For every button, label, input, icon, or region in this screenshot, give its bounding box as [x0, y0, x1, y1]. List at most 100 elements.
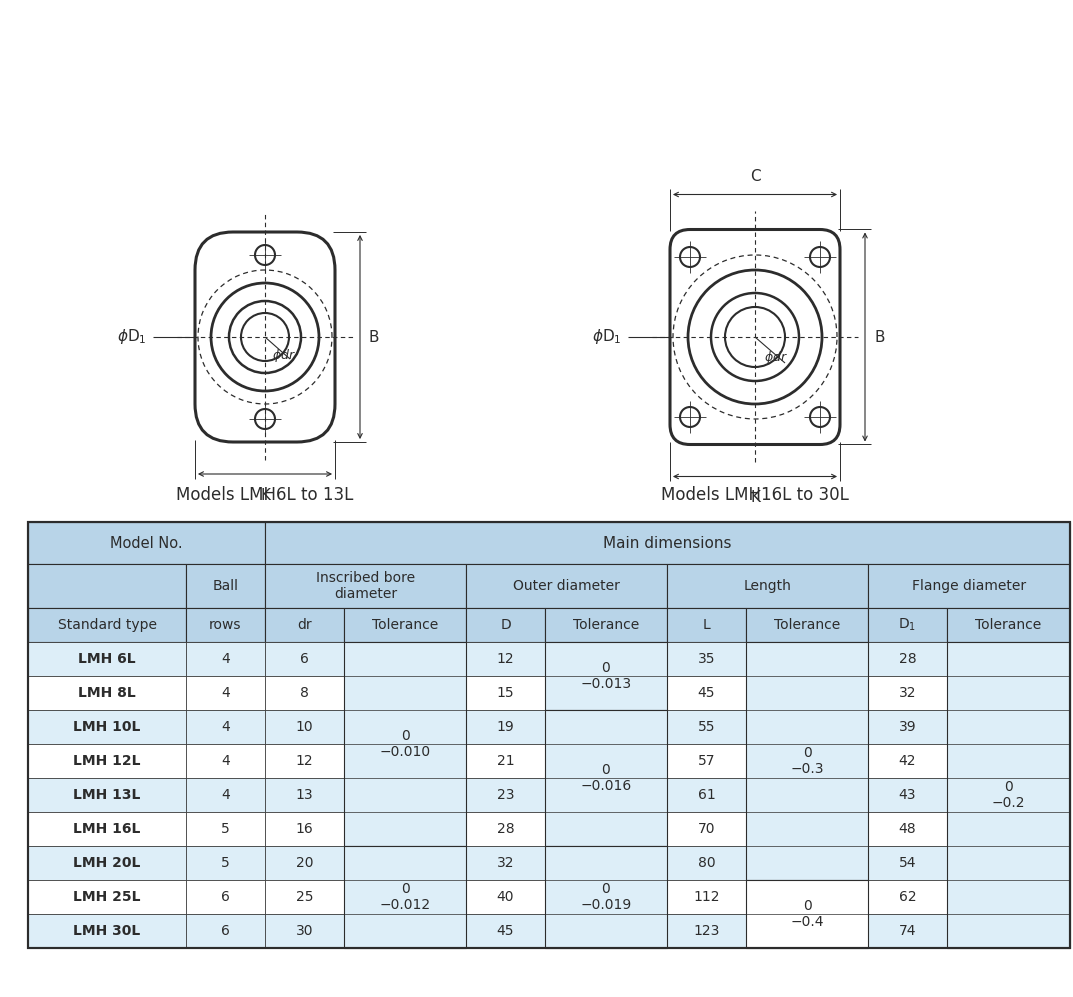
Text: 32: 32 — [497, 856, 514, 870]
Text: 4: 4 — [221, 754, 230, 768]
Text: 123: 123 — [693, 924, 720, 938]
Text: 19: 19 — [497, 720, 514, 734]
Bar — [265, 846, 344, 880]
Bar — [545, 608, 667, 642]
Bar — [746, 880, 868, 948]
Circle shape — [255, 409, 275, 429]
Bar — [344, 710, 466, 744]
Text: Main dimensions: Main dimensions — [603, 535, 732, 550]
Text: 61: 61 — [697, 788, 716, 802]
Bar — [868, 642, 947, 676]
Bar — [545, 642, 667, 710]
Bar — [186, 778, 265, 812]
Text: 45: 45 — [497, 924, 514, 938]
Bar — [344, 744, 466, 778]
Text: L: L — [703, 618, 710, 632]
Text: D$_1$: D$_1$ — [898, 617, 916, 633]
Bar — [667, 744, 746, 778]
Text: 0
−0.019: 0 −0.019 — [580, 882, 632, 912]
Bar — [344, 812, 466, 846]
Text: D: D — [500, 618, 511, 632]
Bar — [265, 564, 466, 608]
Bar — [265, 676, 344, 710]
Bar — [28, 744, 186, 778]
Bar — [667, 564, 868, 608]
Text: 6: 6 — [221, 924, 230, 938]
Text: LMH 6L: LMH 6L — [78, 652, 136, 666]
Text: Outer diameter: Outer diameter — [513, 579, 620, 593]
Text: LMH 12L: LMH 12L — [73, 754, 141, 768]
Bar — [545, 676, 667, 710]
Bar — [28, 710, 186, 744]
Bar — [868, 914, 947, 948]
Bar — [344, 642, 466, 846]
Bar — [466, 812, 545, 846]
Bar — [466, 778, 545, 812]
Bar — [344, 642, 466, 676]
Text: 0
−0.012: 0 −0.012 — [380, 882, 430, 912]
Bar — [947, 642, 1070, 948]
Bar — [186, 642, 265, 676]
Text: 28: 28 — [899, 652, 916, 666]
Bar — [186, 744, 265, 778]
Text: C: C — [750, 169, 761, 184]
Bar — [947, 744, 1070, 778]
Bar — [746, 846, 868, 880]
Bar — [947, 676, 1070, 710]
Bar — [186, 880, 265, 914]
Text: 4: 4 — [221, 686, 230, 700]
Bar — [667, 880, 746, 914]
Text: 39: 39 — [899, 720, 916, 734]
Bar — [868, 564, 1070, 608]
Bar — [265, 744, 344, 778]
Text: 112: 112 — [693, 890, 720, 904]
Text: Tolerance: Tolerance — [774, 618, 840, 632]
Bar — [186, 564, 265, 608]
Bar — [947, 710, 1070, 744]
Text: 12: 12 — [296, 754, 313, 768]
Bar — [746, 642, 868, 676]
Bar — [947, 812, 1070, 846]
Text: Model No.: Model No. — [111, 535, 182, 550]
Text: $\phi$D$_1$: $\phi$D$_1$ — [592, 327, 622, 347]
Bar — [466, 880, 545, 914]
Bar — [28, 522, 1070, 948]
Bar — [28, 914, 186, 948]
Text: 0
−0.013: 0 −0.013 — [580, 661, 632, 691]
Bar — [746, 812, 868, 846]
Text: 35: 35 — [697, 652, 716, 666]
Bar — [466, 846, 545, 880]
Text: 0
−0.010: 0 −0.010 — [380, 729, 430, 759]
Text: 42: 42 — [899, 754, 916, 768]
Circle shape — [725, 307, 785, 367]
Text: LMH 16L: LMH 16L — [73, 822, 141, 836]
Bar — [28, 812, 186, 846]
Text: 25: 25 — [296, 890, 313, 904]
Text: LMH 10L: LMH 10L — [73, 720, 141, 734]
Text: Tolerance: Tolerance — [372, 618, 438, 632]
Text: LMH 20L: LMH 20L — [73, 856, 141, 870]
Text: 23: 23 — [497, 788, 514, 802]
Bar — [868, 880, 947, 914]
Text: Ball: Ball — [212, 579, 238, 593]
Bar — [545, 812, 667, 846]
Text: Flange diameter: Flange diameter — [912, 579, 1026, 593]
Text: 0
−0.4: 0 −0.4 — [790, 899, 824, 929]
Text: 20: 20 — [296, 856, 313, 870]
Bar — [667, 914, 746, 948]
Bar — [466, 744, 545, 778]
Circle shape — [241, 313, 289, 361]
Circle shape — [680, 407, 700, 427]
Bar — [265, 522, 1070, 564]
Text: 10: 10 — [296, 720, 313, 734]
Bar — [265, 914, 344, 948]
Bar — [746, 608, 868, 642]
Text: 62: 62 — [899, 890, 916, 904]
Bar — [667, 676, 746, 710]
Text: $\phi$D$_1$: $\phi$D$_1$ — [117, 327, 147, 347]
Text: 12: 12 — [497, 652, 514, 666]
Bar — [466, 710, 545, 744]
Text: 21: 21 — [497, 754, 514, 768]
Bar — [186, 608, 265, 642]
Bar — [667, 608, 746, 642]
